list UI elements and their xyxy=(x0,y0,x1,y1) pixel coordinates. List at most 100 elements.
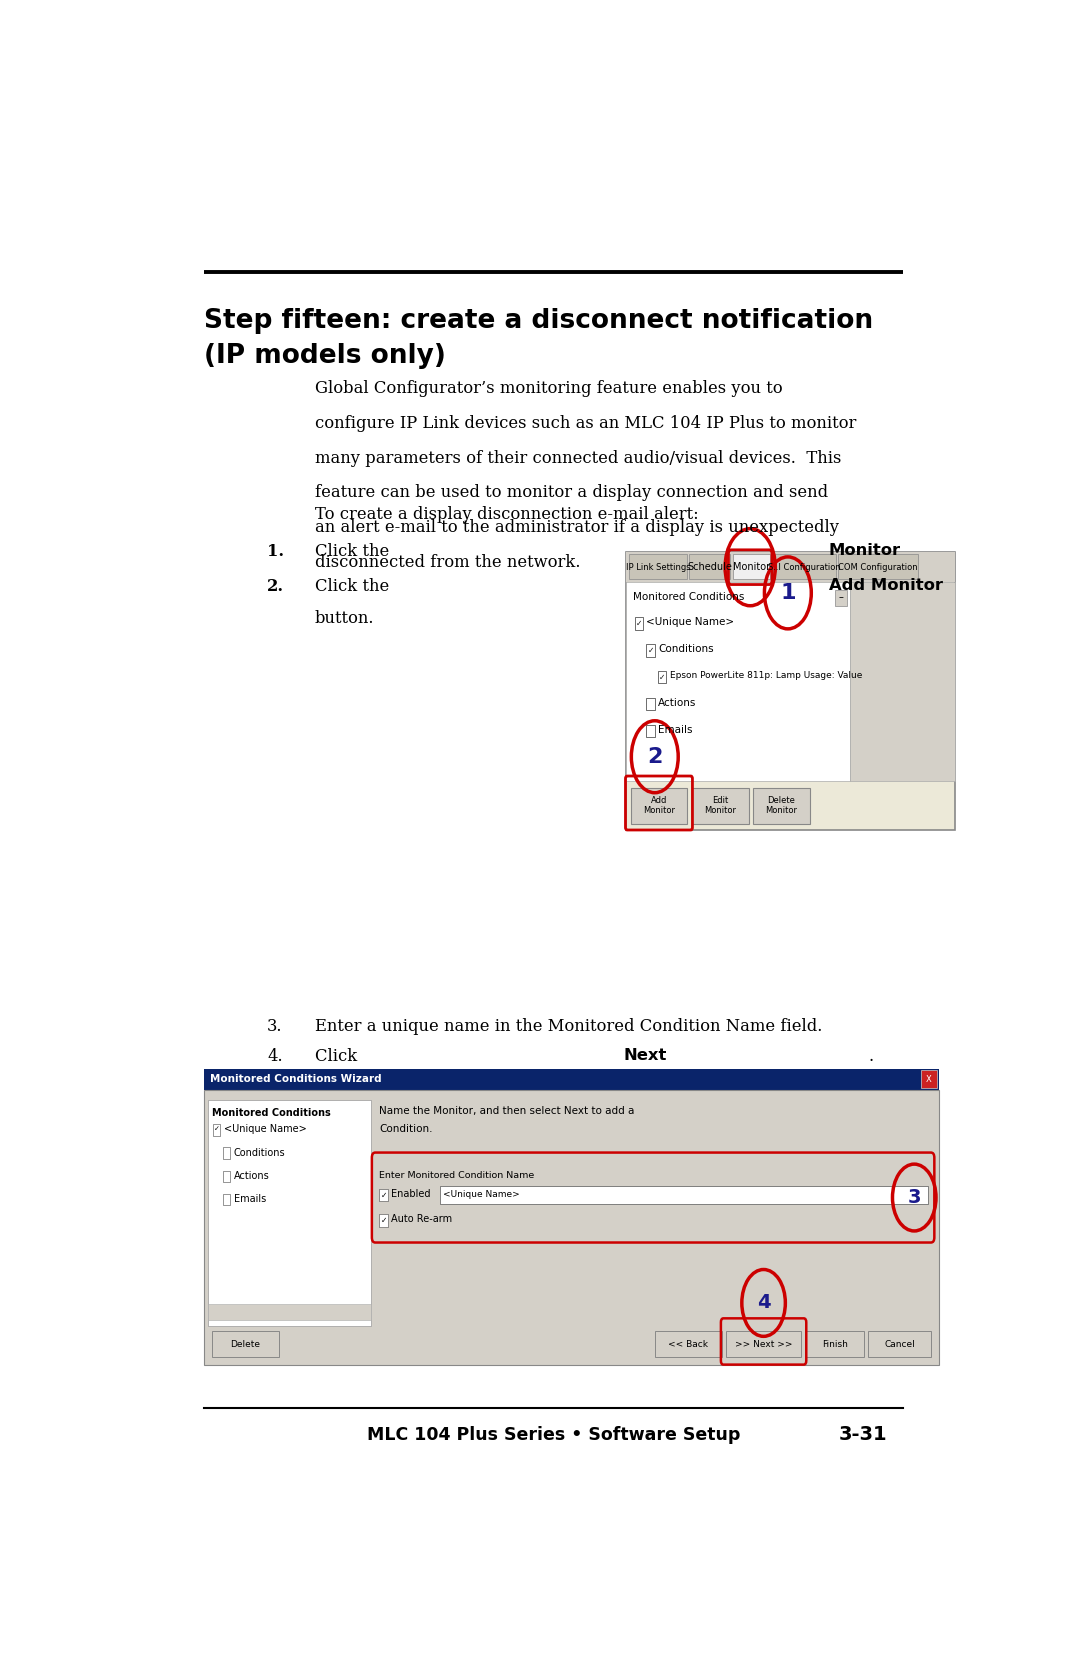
Text: 2.: 2. xyxy=(267,577,284,596)
Text: X: X xyxy=(926,1075,932,1083)
FancyBboxPatch shape xyxy=(379,1215,388,1227)
FancyBboxPatch shape xyxy=(213,1125,220,1137)
FancyBboxPatch shape xyxy=(204,1070,940,1090)
Text: .: . xyxy=(868,1048,873,1065)
FancyBboxPatch shape xyxy=(850,582,956,781)
FancyBboxPatch shape xyxy=(212,1332,279,1357)
Text: Enter Monitored Condition Name: Enter Monitored Condition Name xyxy=(379,1170,535,1180)
Text: Emails: Emails xyxy=(658,724,692,734)
Text: Finish: Finish xyxy=(822,1340,848,1349)
FancyBboxPatch shape xyxy=(631,788,687,823)
FancyBboxPatch shape xyxy=(222,1170,230,1182)
FancyBboxPatch shape xyxy=(626,582,850,781)
FancyBboxPatch shape xyxy=(207,1100,372,1327)
Text: 1: 1 xyxy=(780,582,796,603)
Text: Add Monitor: Add Monitor xyxy=(828,577,943,592)
Text: Condition.: Condition. xyxy=(379,1125,433,1135)
Text: an alert e-mail to the administrator if a display is unexpectedly: an alert e-mail to the administrator if … xyxy=(315,519,839,536)
Text: Click: Click xyxy=(315,1048,363,1065)
FancyBboxPatch shape xyxy=(838,554,918,579)
FancyBboxPatch shape xyxy=(658,671,666,684)
Text: ✓: ✓ xyxy=(380,1190,387,1200)
Text: disconnected from the network.: disconnected from the network. xyxy=(315,554,580,571)
Text: Enabled: Enabled xyxy=(391,1188,431,1198)
FancyBboxPatch shape xyxy=(691,788,748,823)
Text: ✓: ✓ xyxy=(214,1127,219,1133)
Text: Auto Re-arm: Auto Re-arm xyxy=(391,1215,453,1225)
Text: 3.: 3. xyxy=(267,1018,283,1035)
Text: Next: Next xyxy=(623,1048,666,1063)
Text: 3-31: 3-31 xyxy=(839,1425,888,1444)
Text: Add
Monitor: Add Monitor xyxy=(643,796,675,814)
Text: Emails: Emails xyxy=(233,1193,266,1203)
FancyBboxPatch shape xyxy=(647,724,654,738)
FancyBboxPatch shape xyxy=(204,1090,940,1365)
FancyBboxPatch shape xyxy=(753,788,810,823)
Text: S..l Configuration: S..l Configuration xyxy=(768,562,841,572)
Text: 3: 3 xyxy=(907,1188,921,1207)
FancyBboxPatch shape xyxy=(773,554,836,579)
Text: Name the Monitor, and then select Next to add a: Name the Monitor, and then select Next t… xyxy=(379,1107,635,1117)
Text: Epson PowerLite 811p: Lamp Usage: Value: Epson PowerLite 811p: Lamp Usage: Value xyxy=(670,671,862,681)
Text: Monitored Conditions Wizard: Monitored Conditions Wizard xyxy=(211,1075,382,1085)
Text: Conditions: Conditions xyxy=(658,644,714,654)
Text: (IP models only): (IP models only) xyxy=(204,342,446,369)
Text: feature can be used to monitor a display connection and send: feature can be used to monitor a display… xyxy=(315,484,828,501)
Text: Edit
Monitor: Edit Monitor xyxy=(704,796,737,814)
Text: <Unique Name>: <Unique Name> xyxy=(647,618,734,628)
Text: Delete
Monitor: Delete Monitor xyxy=(765,796,797,814)
FancyBboxPatch shape xyxy=(379,1188,388,1202)
Text: ✓: ✓ xyxy=(380,1217,387,1225)
Text: ✓: ✓ xyxy=(659,673,665,681)
Text: Step fifteen: create a disconnect notification: Step fifteen: create a disconnect notifi… xyxy=(204,309,873,334)
FancyBboxPatch shape xyxy=(835,589,847,606)
FancyBboxPatch shape xyxy=(647,644,654,656)
Text: >> Next >>: >> Next >> xyxy=(734,1340,793,1349)
FancyBboxPatch shape xyxy=(647,698,654,711)
Text: Actions: Actions xyxy=(658,698,697,708)
Text: many parameters of their connected audio/visual devices.  This: many parameters of their connected audio… xyxy=(315,449,841,467)
FancyBboxPatch shape xyxy=(440,1187,929,1203)
FancyBboxPatch shape xyxy=(222,1193,230,1205)
FancyBboxPatch shape xyxy=(654,1332,721,1357)
FancyBboxPatch shape xyxy=(629,554,687,579)
Text: Monitor: Monitor xyxy=(828,544,901,559)
FancyBboxPatch shape xyxy=(207,1303,372,1320)
Text: To create a display disconnection e-mail alert:: To create a display disconnection e-mail… xyxy=(315,506,699,522)
FancyBboxPatch shape xyxy=(626,552,956,829)
Text: <Unique Name>: <Unique Name> xyxy=(224,1125,307,1135)
Text: Delete: Delete xyxy=(230,1340,260,1349)
Text: Enter a unique name in the Monitored Condition Name field.: Enter a unique name in the Monitored Con… xyxy=(315,1018,822,1035)
FancyBboxPatch shape xyxy=(626,552,956,582)
Text: Click the: Click the xyxy=(315,544,394,561)
FancyBboxPatch shape xyxy=(921,1070,936,1088)
Text: –: – xyxy=(838,592,843,603)
Text: ✓: ✓ xyxy=(647,646,653,654)
Text: Conditions: Conditions xyxy=(233,1148,285,1158)
Text: Cancel: Cancel xyxy=(885,1340,915,1349)
Text: Actions: Actions xyxy=(233,1170,270,1180)
Text: <Unique Name>: <Unique Name> xyxy=(443,1190,519,1200)
FancyBboxPatch shape xyxy=(868,1332,931,1357)
Text: Global Configurator’s monitoring feature enables you to: Global Configurator’s monitoring feature… xyxy=(315,381,783,397)
Text: << Back: << Back xyxy=(669,1340,708,1349)
FancyBboxPatch shape xyxy=(732,554,770,579)
Text: 2: 2 xyxy=(647,746,662,766)
Text: MLC 104 Plus Series • Software Setup: MLC 104 Plus Series • Software Setup xyxy=(367,1427,740,1444)
Text: COM Configuration: COM Configuration xyxy=(838,562,918,572)
FancyBboxPatch shape xyxy=(689,554,730,579)
FancyBboxPatch shape xyxy=(806,1332,864,1357)
Text: 1.: 1. xyxy=(267,544,284,561)
Text: Monitor: Monitor xyxy=(733,562,770,572)
Text: button.: button. xyxy=(315,611,375,628)
FancyBboxPatch shape xyxy=(222,1147,230,1158)
Text: 4.: 4. xyxy=(267,1048,283,1065)
Text: 4: 4 xyxy=(757,1293,770,1312)
Text: Schedule: Schedule xyxy=(688,562,732,572)
Text: IP Link Settings: IP Link Settings xyxy=(625,562,690,572)
Text: Click the: Click the xyxy=(315,577,394,596)
FancyBboxPatch shape xyxy=(635,616,643,629)
FancyBboxPatch shape xyxy=(726,1332,801,1357)
Text: Monitored Conditions: Monitored Conditions xyxy=(212,1108,330,1118)
Text: configure IP Link devices such as an MLC 104 IP Plus to monitor: configure IP Link devices such as an MLC… xyxy=(315,416,856,432)
